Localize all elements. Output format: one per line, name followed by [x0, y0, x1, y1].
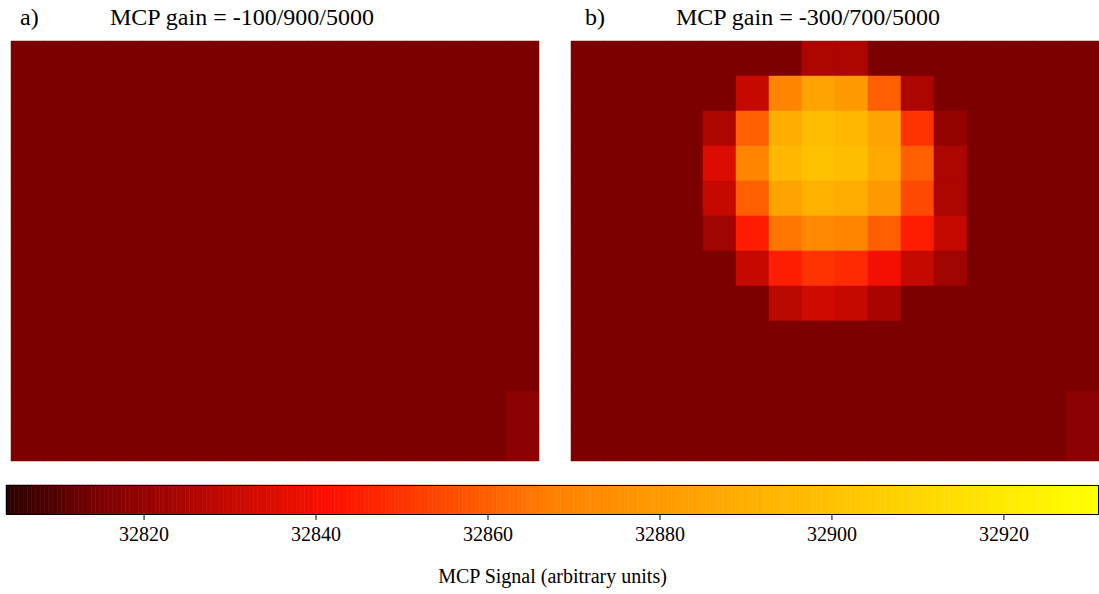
- svg-text:32920: 32920: [979, 523, 1029, 545]
- svg-text:32900: 32900: [807, 523, 857, 545]
- html-text:MCP gain = -100/900/5000: MCP gain = -100/900/5000: [110, 4, 374, 30]
- html-text:MCP gain = -300/700/5000: MCP gain = -300/700/5000: [676, 4, 940, 30]
- html-text:a): a): [20, 4, 39, 30]
- svg-text:32860: 32860: [463, 523, 513, 545]
- svg-text:32880: 32880: [635, 523, 685, 545]
- svg-text:32820: 32820: [119, 523, 169, 545]
- html-text:b): b): [585, 4, 605, 30]
- svg-text:32840: 32840: [291, 523, 341, 545]
- svg-text:MCP Signal (arbitrary units): MCP Signal (arbitrary units): [438, 565, 667, 588]
